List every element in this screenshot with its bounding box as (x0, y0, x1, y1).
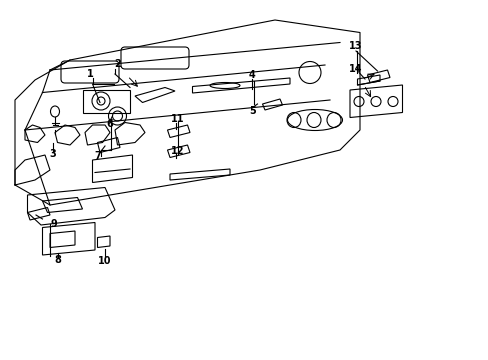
Text: 12: 12 (170, 146, 184, 156)
Text: 14: 14 (348, 64, 362, 74)
Polygon shape (115, 122, 145, 145)
Text: 7: 7 (94, 151, 101, 161)
Polygon shape (15, 155, 50, 185)
Polygon shape (135, 87, 175, 103)
Text: 1: 1 (86, 69, 93, 79)
Text: 13: 13 (348, 41, 362, 51)
Text: 11: 11 (170, 114, 184, 124)
Text: 9: 9 (51, 219, 57, 229)
Polygon shape (55, 125, 80, 145)
Text: 8: 8 (54, 255, 61, 265)
Text: 4: 4 (248, 70, 255, 80)
Text: 5: 5 (248, 106, 255, 116)
Text: 2: 2 (114, 59, 121, 69)
Polygon shape (85, 125, 110, 145)
Polygon shape (25, 125, 45, 143)
Text: 10: 10 (98, 256, 112, 266)
Text: 6: 6 (106, 119, 113, 129)
Text: 3: 3 (49, 149, 56, 159)
